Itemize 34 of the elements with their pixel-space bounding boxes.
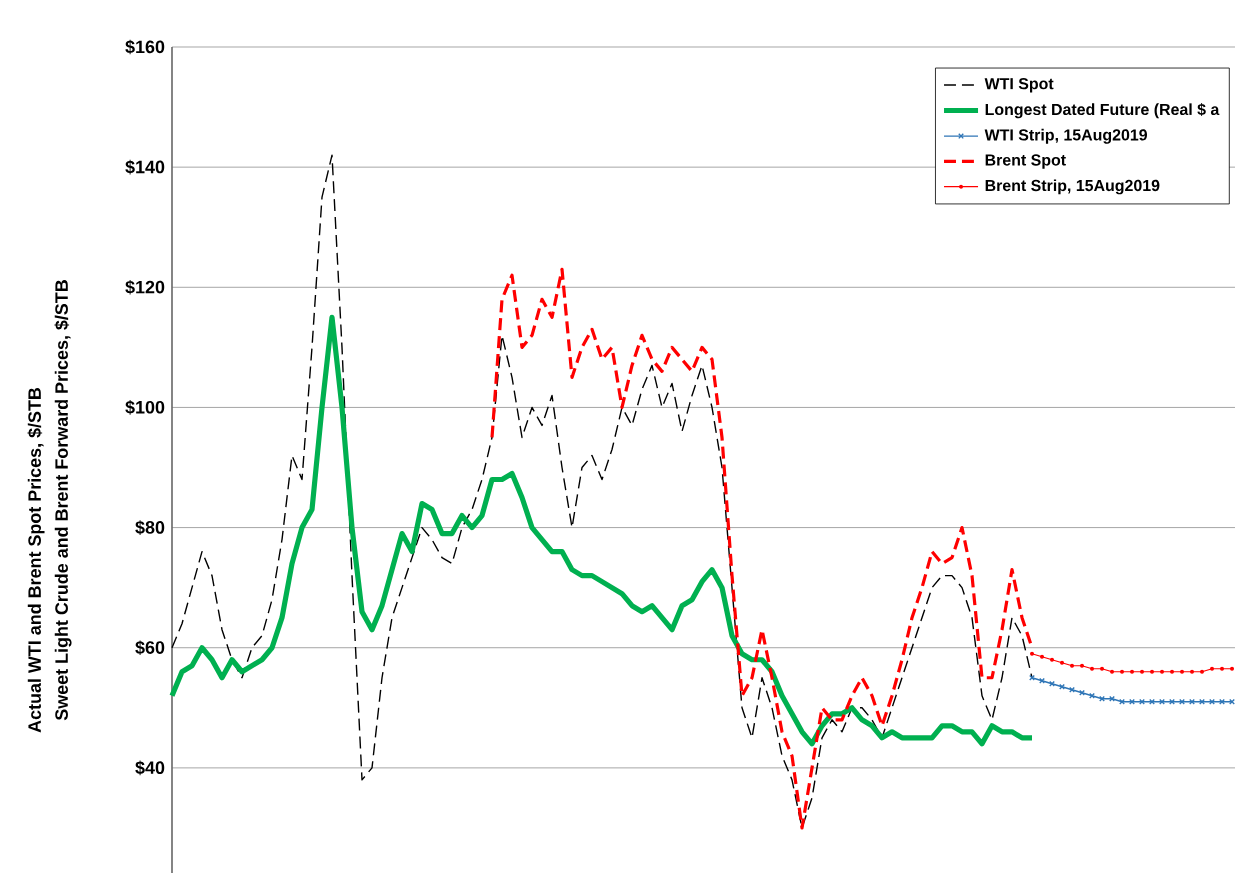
legend-label: WTI Spot	[984, 78, 1054, 93]
legend-label: Longest Dated Future (Real $ a	[985, 103, 1220, 119]
legend-label: Brent Spot	[985, 154, 1066, 169]
point	[1070, 663, 1075, 668]
y-tick-label: $40	[135, 760, 165, 776]
point	[1090, 666, 1095, 671]
point	[1120, 669, 1125, 674]
y-tick-label: $60	[135, 640, 165, 656]
point	[1060, 660, 1065, 665]
point	[1180, 669, 1185, 674]
point	[1150, 669, 1155, 674]
y-axis-title: Actual WTI and Brent Spot Prices, $/STB	[27, 387, 45, 733]
y-tick-label: $160	[125, 39, 165, 55]
point	[1130, 669, 1135, 674]
y-tick-label: $120	[125, 279, 165, 295]
point	[1100, 666, 1105, 671]
point	[1160, 669, 1165, 674]
y-tick-label: $140	[125, 159, 165, 175]
legend-label: WTI Strip, 15Aug2019	[984, 128, 1148, 144]
point	[1110, 669, 1115, 674]
point	[1050, 657, 1055, 662]
y-tick-label: $80	[135, 520, 165, 535]
point	[1200, 669, 1205, 674]
text: Sweet Light Crude and Brent Forward Prices, $/STB	[54, 280, 72, 721]
point	[1030, 651, 1035, 656]
point	[1170, 669, 1175, 674]
point	[1080, 663, 1085, 668]
point	[1220, 666, 1225, 671]
point	[1140, 669, 1145, 674]
y-tick-label: $100	[125, 400, 165, 415]
point	[1040, 654, 1045, 659]
point	[1210, 666, 1215, 671]
point	[1190, 669, 1195, 674]
legend-label: Brent Strip, 15Aug2019	[985, 179, 1160, 195]
